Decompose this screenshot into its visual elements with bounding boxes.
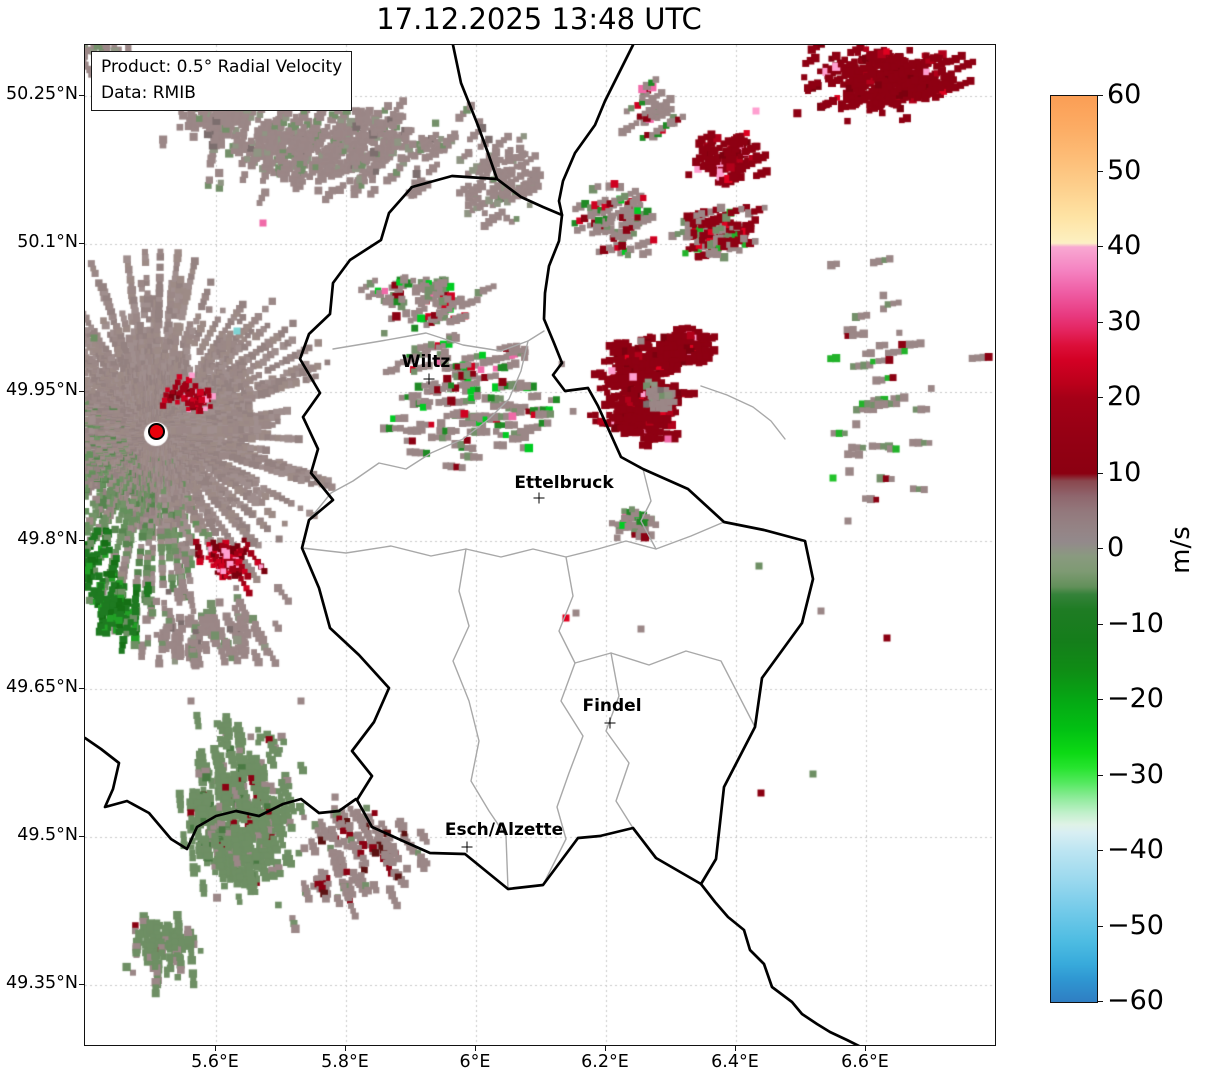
radar-site-marker xyxy=(147,422,165,440)
x-axis-tick-mark xyxy=(865,1045,867,1051)
y-axis-tick-label: 49.5°N xyxy=(17,825,78,845)
district-border-line xyxy=(605,652,634,829)
map-plot-area: Product: 0.5° Radial Velocity Data: RMIB… xyxy=(84,44,996,1046)
x-axis-tick-label: 5.8°E xyxy=(321,1052,369,1072)
country-border-line xyxy=(298,174,815,891)
x-axis-tick-label: 5.6°E xyxy=(191,1052,239,1072)
district-border-line xyxy=(301,521,725,558)
y-axis-tick-label: 50.1°N xyxy=(17,232,78,252)
colorbar-tick-label: 30 xyxy=(1107,305,1142,337)
colorbar-tick-label: −30 xyxy=(1107,758,1164,790)
x-axis-tick-label: 6.2°E xyxy=(581,1052,629,1072)
x-axis-tick-mark xyxy=(605,1045,607,1051)
colorbar-tick-mark xyxy=(1098,95,1103,97)
y-axis-tick-label: 50.25°N xyxy=(6,84,78,104)
y-axis-tick-label: 49.35°N xyxy=(6,973,78,993)
colorbar-tick-mark xyxy=(1098,321,1103,323)
country-border-line xyxy=(557,45,635,217)
y-axis-tick-mark xyxy=(79,836,84,838)
country-borders-layer xyxy=(85,45,861,1045)
colorbar-tick-mark xyxy=(1098,623,1103,625)
colorbar-tick-label: 50 xyxy=(1107,154,1142,186)
country-border-line xyxy=(699,882,861,1045)
data-source-label: Data: RMIB xyxy=(101,82,196,103)
x-axis-tick-label: 6.6°E xyxy=(841,1052,889,1072)
x-axis-tick-mark xyxy=(215,1045,217,1051)
x-axis-tick-mark xyxy=(345,1045,347,1051)
colorbar xyxy=(1050,95,1098,1003)
product-annotation-box: Product: 0.5° Radial Velocity Data: RMIB xyxy=(91,51,353,111)
city-label: Findel xyxy=(582,696,642,716)
colorbar-unit-label: m/s xyxy=(1166,526,1196,574)
country-border-line xyxy=(85,736,359,851)
district-border-line xyxy=(542,556,584,886)
colorbar-tick-mark xyxy=(1098,246,1103,248)
city-marker-icon xyxy=(533,492,545,504)
country-border-line xyxy=(451,45,499,181)
colorbar-tick-mark xyxy=(1098,472,1103,474)
y-axis-tick-mark xyxy=(79,95,84,97)
colorbar-tick-mark xyxy=(1098,1001,1103,1003)
city-label: Wiltz xyxy=(401,352,451,372)
district-border-line xyxy=(640,468,657,550)
city-marker-icon xyxy=(604,717,616,729)
colorbar-tick-label: −10 xyxy=(1107,607,1164,639)
y-axis-tick-mark xyxy=(79,540,84,542)
y-axis-tick-label: 49.8°N xyxy=(17,529,78,549)
radar-echo-canvas xyxy=(85,45,995,1045)
colorbar-tick-mark xyxy=(1098,548,1103,550)
x-axis-tick-label: 6°E xyxy=(459,1052,491,1072)
y-axis-tick-mark xyxy=(79,391,84,393)
colorbar-tick-label: 0 xyxy=(1107,532,1125,563)
city-label: Ettelbruck xyxy=(514,473,614,493)
colorbar-tick-label: −40 xyxy=(1107,834,1164,865)
y-axis-tick-mark xyxy=(79,984,84,986)
colorbar-tick-label: 10 xyxy=(1107,456,1142,488)
city-marker-icon xyxy=(423,373,435,385)
y-axis-tick-label: 49.95°N xyxy=(6,380,78,400)
colorbar-tick-mark xyxy=(1098,925,1103,927)
city-marker-icon xyxy=(461,841,473,853)
district-border-line xyxy=(332,330,545,352)
colorbar-tick-label: −20 xyxy=(1107,683,1164,714)
colorbar-tick-label: −60 xyxy=(1107,985,1164,1016)
product-label: Product: 0.5° Radial Velocity xyxy=(101,57,343,77)
colorbar-tick-label: 20 xyxy=(1107,381,1142,412)
page-title: 17.12.2025 13:48 UTC xyxy=(376,2,702,36)
colorbar-tick-mark xyxy=(1098,699,1103,701)
colorbar-tick-mark xyxy=(1098,397,1103,399)
colorbar-tick-label: 60 xyxy=(1107,79,1142,110)
colorbar-tick-mark xyxy=(1098,774,1103,776)
colorbar-tick-mark xyxy=(1098,170,1103,172)
colorbar-tick-label: −50 xyxy=(1107,909,1164,941)
district-border-line xyxy=(452,548,509,890)
city-label: Esch/Alzette xyxy=(444,820,564,840)
colorbar-tick-mark xyxy=(1098,850,1103,852)
x-axis-tick-mark xyxy=(475,1045,477,1051)
x-axis-tick-label: 6.4°E xyxy=(711,1052,759,1072)
district-border-line xyxy=(700,385,786,440)
y-axis-tick-label: 49.65°N xyxy=(6,677,78,697)
colorbar-tick-label: 40 xyxy=(1107,230,1142,261)
y-axis-tick-mark xyxy=(79,688,84,690)
x-axis-tick-mark xyxy=(735,1045,737,1051)
district-border-line xyxy=(308,340,529,521)
district-border-line xyxy=(574,650,756,728)
y-axis-tick-mark xyxy=(79,243,84,245)
